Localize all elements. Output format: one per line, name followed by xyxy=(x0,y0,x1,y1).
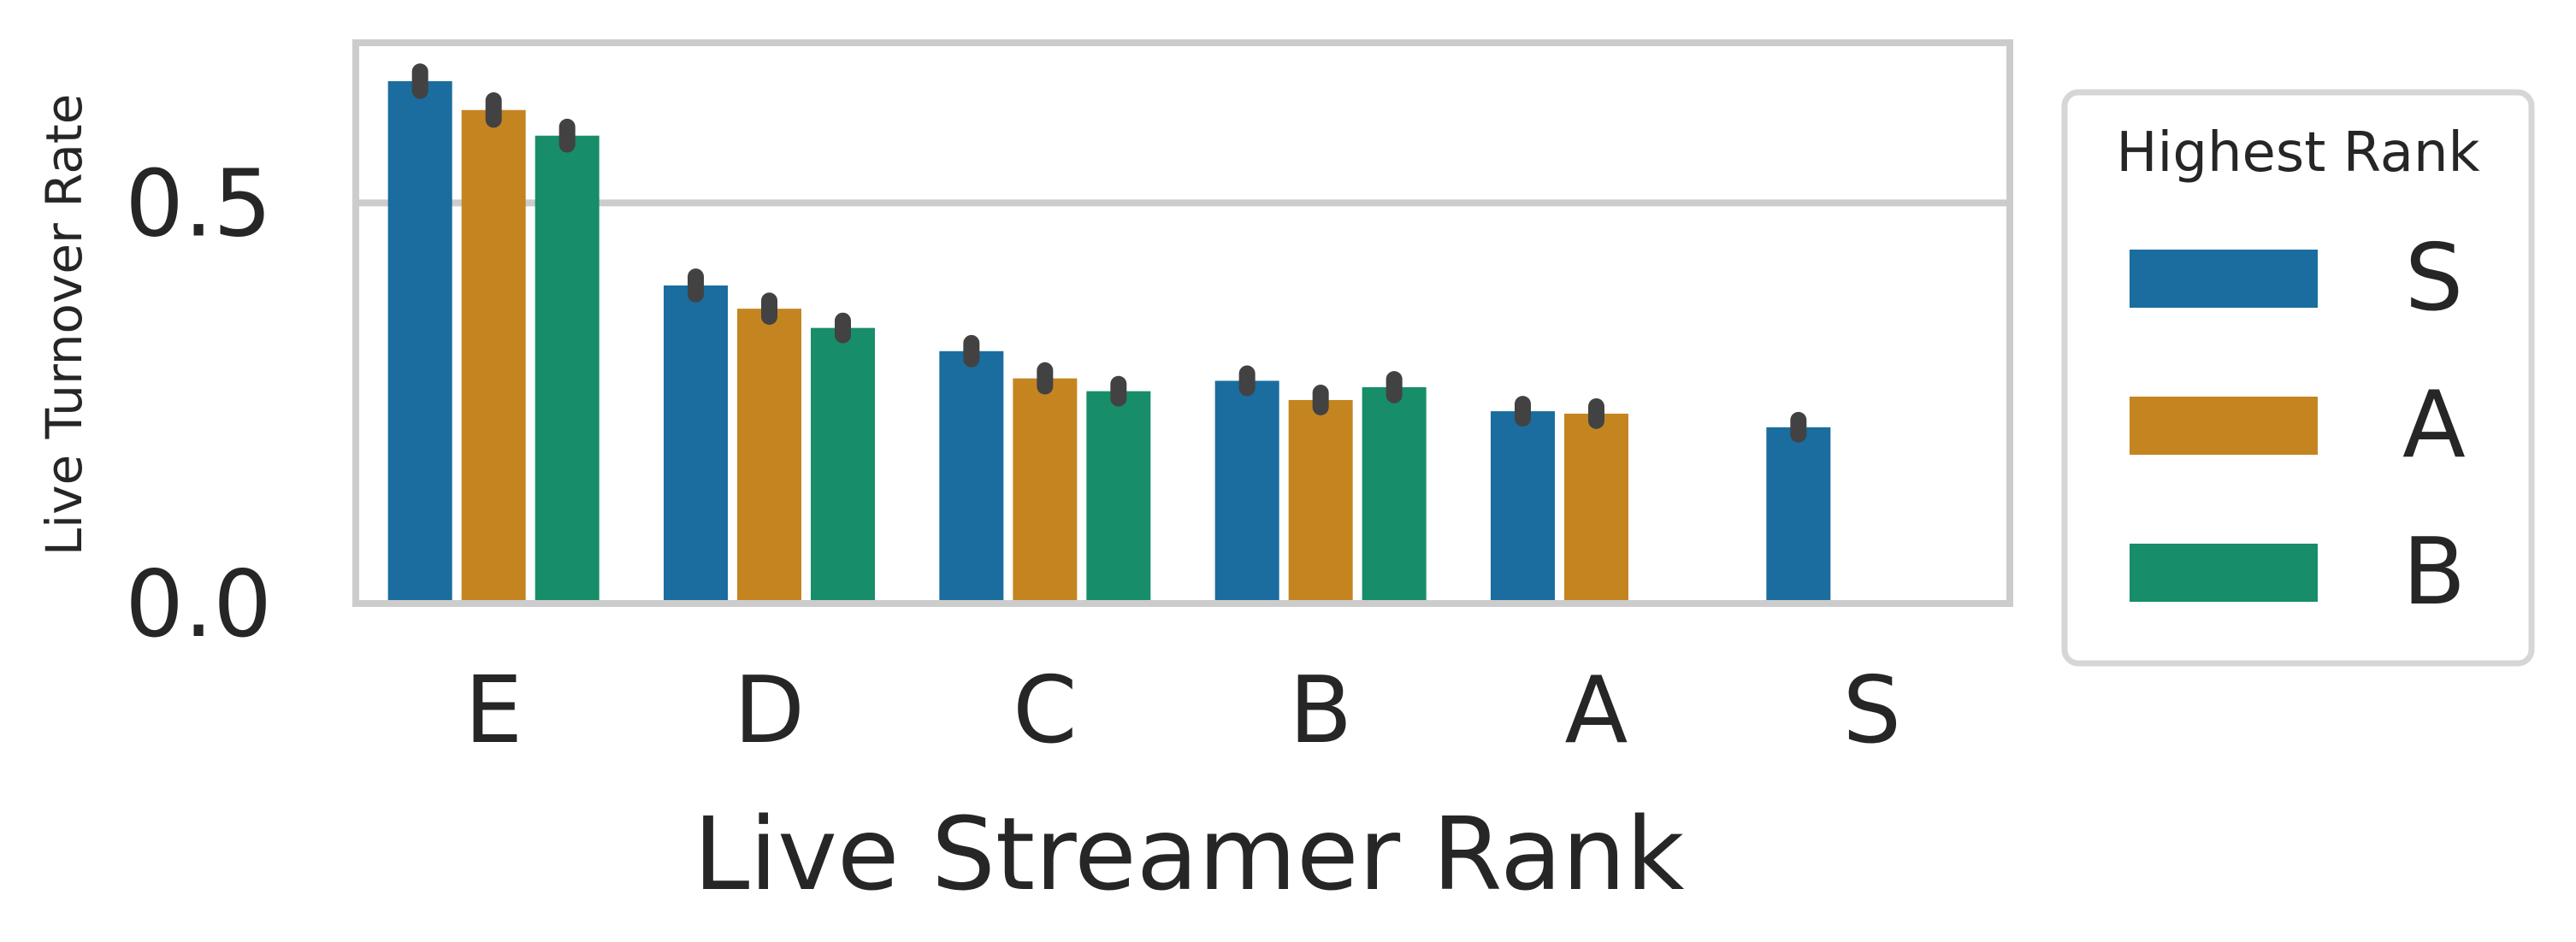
plot-frame xyxy=(352,39,2013,607)
x-tick-label: C xyxy=(1013,657,1077,764)
x-tick-label: A xyxy=(1565,657,1628,764)
bar-s-a xyxy=(1491,411,1555,600)
legend-swatch-a xyxy=(2130,397,2318,455)
bar-s-b xyxy=(1214,380,1279,600)
y-tick-label: 0.0 xyxy=(125,551,272,658)
bar-a-c xyxy=(1013,378,1078,600)
x-tick-label: D xyxy=(734,657,805,764)
y-axis-label: Live Turnover Rate xyxy=(35,94,93,556)
legend-swatch-s xyxy=(2130,250,2318,308)
y-tick-labels: 0.0 0.5 xyxy=(125,150,272,658)
bar-a-e xyxy=(461,109,526,601)
bar-a-d xyxy=(737,309,801,600)
x-axis-label: Live Streamer Rank xyxy=(694,795,1685,913)
legend-label: S xyxy=(2405,225,2464,332)
bar-b-d xyxy=(811,327,875,600)
legend-swatch-b xyxy=(2130,544,2318,602)
legend-frame xyxy=(2061,89,2535,667)
bar-b-e xyxy=(535,135,600,601)
bar-a-a xyxy=(1564,413,1628,600)
bar-group xyxy=(387,80,1831,601)
legend-title: Highest Rank xyxy=(2116,121,2479,185)
bar-a-b xyxy=(1288,399,1353,600)
legend-label: B xyxy=(2402,519,2466,626)
legend: Highest Rank SAB xyxy=(2061,89,2535,667)
bar-s-s xyxy=(1766,427,1831,600)
bar-b-c xyxy=(1086,391,1151,600)
error-bar-group xyxy=(411,63,1807,443)
bar-s-d xyxy=(664,285,728,600)
bar-s-c xyxy=(939,350,1004,600)
grid xyxy=(356,199,2010,607)
x-tick-label: B xyxy=(1289,657,1352,764)
legend-label: A xyxy=(2402,372,2466,479)
bar-s-e xyxy=(387,80,452,601)
y-tick-label: 0.5 xyxy=(125,150,272,257)
x-tick-label: S xyxy=(1843,657,1902,764)
bar-b-b xyxy=(1362,386,1427,600)
x-tick-label: E xyxy=(464,657,523,764)
